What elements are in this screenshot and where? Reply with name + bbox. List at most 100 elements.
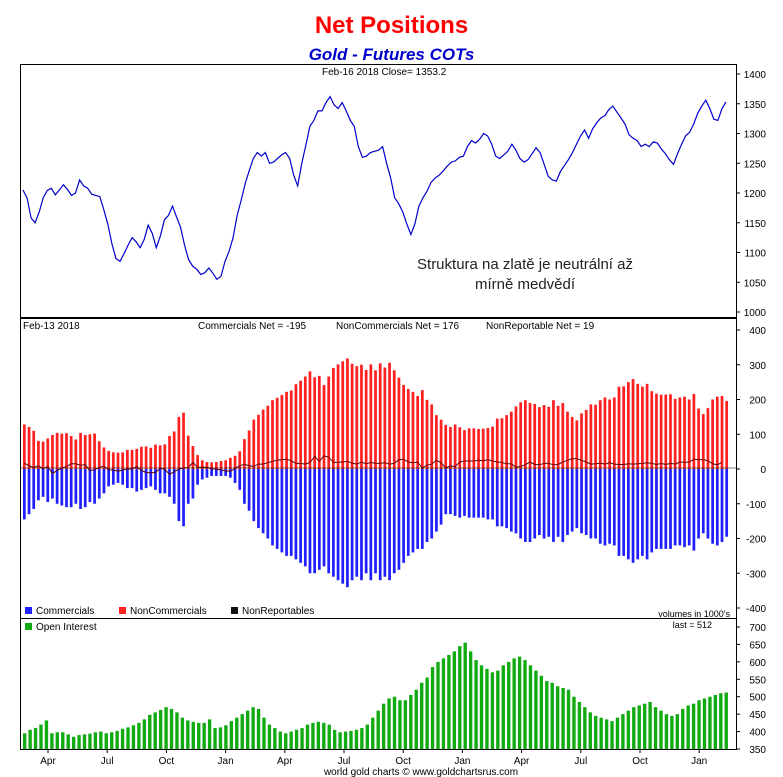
noncommercials-bar: [308, 371, 312, 469]
commercials-bar: [584, 469, 588, 536]
noncommercials-bar: [449, 426, 452, 469]
open-interest-bar: [599, 717, 603, 749]
noncommercials-bar: [144, 446, 148, 469]
noncommercials-bar: [130, 449, 134, 469]
commercials-bar: [355, 469, 359, 577]
commercials-bar: [692, 469, 696, 551]
commercials-bar: [88, 469, 92, 503]
commercials-bar: [327, 469, 331, 574]
open-interest-bar: [724, 692, 728, 749]
commercials-bar: [79, 469, 82, 509]
open-interest-bar: [691, 703, 696, 749]
open-interest-bar: [311, 722, 315, 749]
commercials-bar: [673, 469, 677, 546]
open-interest-bar: [381, 703, 386, 749]
noncommercials-bar: [266, 405, 270, 469]
noncommercials-bar: [598, 400, 602, 469]
open-interest-bar: [39, 724, 43, 749]
commercials-bar: [46, 469, 50, 503]
open-interest-bar: [88, 733, 92, 749]
open-interest-bar: [218, 727, 223, 749]
commercials-bar: [678, 469, 682, 546]
commercials-bar: [495, 469, 499, 527]
commercials-bar: [612, 469, 616, 546]
commercials-bar: [369, 469, 373, 581]
commercials-bar: [659, 469, 663, 549]
open-interest-bar: [376, 710, 380, 749]
open-interest-bar: [55, 732, 59, 749]
noncommercials-bar: [570, 416, 574, 470]
commercials-bar: [547, 469, 551, 537]
commercials-bar: [186, 469, 190, 504]
noncommercials-bar: [505, 415, 508, 469]
commercials-bar: [500, 469, 504, 527]
commercials-net-label: Commercials Net = -195: [198, 321, 307, 332]
open-interest-bar: [278, 731, 282, 749]
noncommercials-bar: [355, 366, 359, 469]
positions-tick-label: 200: [749, 396, 766, 407]
open-interest-bar: [28, 729, 32, 749]
noncommercials-bar: [687, 399, 691, 469]
x-tick-label: Apr: [40, 756, 56, 767]
noncommercials-bar: [200, 460, 204, 469]
open-interest-bar: [626, 710, 631, 749]
noncommercials-bar: [126, 449, 129, 469]
noncommercials-bar: [458, 427, 462, 469]
commercials-bar: [60, 469, 64, 506]
commercials-bar: [406, 469, 410, 556]
commercials-bar: [233, 469, 237, 483]
noncommercials-bar: [88, 434, 92, 469]
noncommercials-bar: [374, 370, 377, 469]
open-interest-bar: [104, 733, 108, 749]
commercials-bar: [229, 469, 232, 478]
noncommercials-bar: [678, 397, 682, 469]
nonreportables-line: [24, 455, 723, 475]
open-interest-bar: [697, 700, 701, 749]
noncommercials-bar: [97, 441, 101, 469]
open-interest-tick-label: 500: [749, 693, 766, 704]
noncommercials-bar: [360, 364, 363, 469]
open-interest-bar: [523, 660, 527, 749]
open-interest-bar: [392, 696, 397, 749]
open-interest-bar: [604, 719, 609, 749]
x-tick-label: Jan: [691, 756, 707, 767]
noncommercials-bar: [556, 405, 560, 469]
commercials-bar: [271, 469, 274, 546]
noncommercials-bar: [135, 448, 139, 469]
commercials-bar: [205, 469, 209, 478]
commercials-bar: [556, 469, 560, 537]
noncommercials-bar: [645, 383, 649, 469]
open-interest-bar: [164, 707, 168, 749]
noncommercials-bar: [580, 413, 583, 469]
noncommercials-bar: [673, 398, 677, 469]
x-tick-label: Jul: [338, 756, 351, 767]
open-interest-bar: [681, 708, 685, 749]
commercials-bar: [224, 469, 228, 476]
commercials-bar: [168, 469, 171, 497]
noncommercials-bar: [294, 384, 298, 469]
noncommercials-bar: [561, 402, 565, 469]
open-interest-bar: [284, 733, 288, 749]
commercials-bar: [182, 469, 185, 527]
open-interest-bar: [71, 736, 76, 749]
commercials-bar: [261, 469, 265, 534]
open-interest-bar: [458, 646, 462, 749]
open-interest-bar: [371, 717, 375, 749]
open-interest-bar: [148, 714, 152, 749]
noncommercials-bar: [149, 447, 153, 469]
commercials-bar: [341, 469, 345, 584]
commercials-bar: [458, 469, 462, 518]
open-interest-bar: [115, 730, 119, 749]
commercials-bar: [420, 469, 424, 549]
open-interest-bar: [229, 721, 234, 749]
open-interest-bar: [33, 728, 38, 749]
noncommercials-bar: [603, 397, 607, 469]
commercials-bar: [430, 469, 434, 539]
open-interest-bar: [267, 724, 272, 749]
noncommercials-bar: [257, 414, 260, 469]
open-interest-bar: [583, 707, 587, 749]
noncommercials-bar: [322, 384, 326, 469]
open-interest-bar: [169, 708, 174, 749]
open-interest-bar: [349, 730, 353, 749]
noncommercials-bar: [486, 428, 490, 469]
